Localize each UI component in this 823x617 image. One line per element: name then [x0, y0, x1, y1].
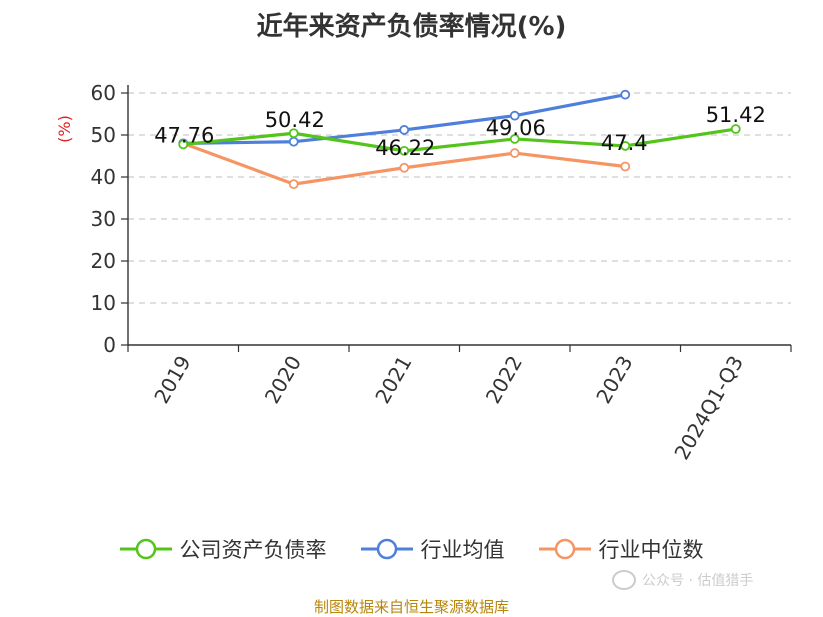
- legend-item-industry-mean[interactable]: 行业均值: [360, 534, 505, 564]
- x-tick-label: 2019: [149, 352, 195, 408]
- y-tick-label: 50: [91, 123, 116, 147]
- data-point: [399, 125, 410, 135]
- data-point: [288, 128, 299, 139]
- y-tick-label: 60: [91, 81, 116, 105]
- data-label: 47.4: [601, 131, 648, 155]
- data-point: [399, 162, 410, 173]
- data-point: [178, 139, 189, 150]
- chart-title: 近年来资产负债率情况(%): [256, 12, 567, 42]
- data-point: [288, 179, 299, 190]
- x-tick-label: 2020: [260, 352, 306, 408]
- y-tick-label: 40: [91, 165, 116, 189]
- wechat-icon: [612, 570, 636, 590]
- watermark: 公众号 · 估值猎手: [612, 570, 753, 590]
- legend-item-industry-median[interactable]: 行业中位数: [538, 534, 704, 564]
- legend-swatch-icon: [538, 538, 591, 560]
- data-point: [509, 148, 520, 158]
- legend-label: 行业均值: [420, 538, 505, 562]
- y-tick-label: 20: [91, 249, 116, 273]
- y-tick-label: 10: [91, 291, 116, 315]
- data-point: [620, 141, 631, 151]
- data-label: 47.76: [154, 123, 214, 147]
- legend: 公司资产负债率 行业均值 行业中位数: [0, 534, 823, 564]
- legend-label: 公司资产负债率: [179, 538, 327, 562]
- data-label: 46.22: [375, 136, 435, 160]
- watermark-text: 公众号 · 估值猎手: [642, 573, 754, 589]
- y-tick-label: 0: [103, 333, 116, 357]
- data-label: 51.42: [706, 103, 766, 127]
- source-note: 制图数据来自恒生聚源数据库: [313, 598, 509, 616]
- legend-swatch-icon: [360, 538, 413, 560]
- x-tick-label: 2024Q1-Q3: [669, 352, 748, 464]
- data-label: 50.42: [265, 108, 325, 132]
- data-point: [509, 110, 520, 121]
- data-label: 49.06: [486, 116, 546, 140]
- data-point: [399, 145, 410, 156]
- x-tick-label: 2023: [591, 352, 637, 408]
- legend-item-company-debt-ratio[interactable]: 公司资产负债率: [119, 534, 327, 564]
- data-point: [620, 89, 631, 100]
- data-point: [620, 161, 631, 172]
- y-axis-label: (%): [55, 115, 74, 143]
- series-line: [183, 127, 736, 153]
- x-tick-label: 2021: [370, 352, 416, 408]
- x-tick-label: 2022: [481, 352, 527, 408]
- legend-label: 行业中位数: [598, 538, 704, 562]
- legend-swatch-icon: [119, 538, 172, 560]
- data-point: [730, 124, 741, 134]
- y-tick-label: 30: [91, 207, 116, 231]
- data-point: [509, 134, 520, 144]
- data-point: [288, 136, 299, 147]
